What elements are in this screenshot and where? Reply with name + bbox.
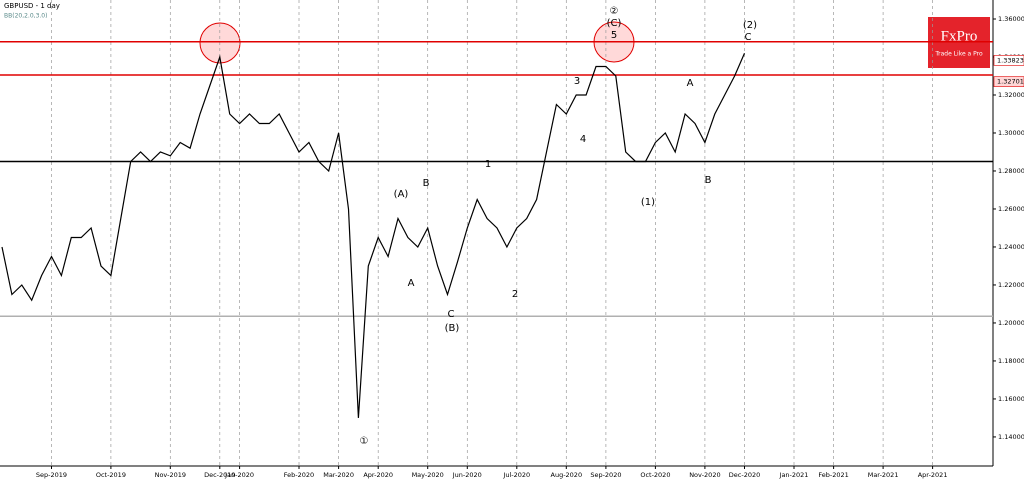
x-tick-label: Nov-2020 (689, 471, 720, 479)
y-tick-label: 1.28000 (998, 167, 1024, 175)
x-tick-label: Jul-2020 (502, 471, 530, 479)
wave-label: (2) (743, 20, 757, 31)
x-tick-label: Aug-2020 (551, 471, 583, 479)
wave-label: (B) (445, 323, 460, 334)
wave-label: (C) (607, 18, 622, 29)
wave-label: ① (360, 436, 369, 447)
x-tick-label: Apr-2020 (363, 471, 393, 479)
wave-label: ② (610, 6, 619, 17)
wave-label: 5 (611, 30, 617, 41)
price-line (1, 52, 746, 418)
x-tick-label: May-2020 (412, 471, 444, 479)
x-tick-label: Dec-2019 (204, 471, 235, 479)
wave-label: A (687, 78, 694, 89)
y-tick-label: 1.22000 (998, 281, 1024, 289)
y-tick-label: 1.20000 (998, 319, 1024, 327)
logo-brand: FxPro (941, 28, 978, 44)
logo-tagline: Trade Like a Pro (934, 51, 983, 58)
y-tick-label: 1.36000 (998, 15, 1024, 23)
wave-label: 2 (512, 289, 518, 300)
x-tick-label: Jun-2020 (452, 471, 482, 479)
y-tick-label: 1.18000 (998, 357, 1024, 365)
price-marker (993, 76, 1024, 87)
price-marker (993, 55, 1024, 66)
x-tick-label: Feb-2020 (284, 471, 314, 479)
wave-label: B (705, 175, 712, 186)
y-tick-label: 1.16000 (998, 395, 1024, 403)
wave-label: (A) (394, 189, 409, 200)
price-marker-label: 1.32701 (997, 78, 1024, 86)
y-tick-label: 1.26000 (998, 205, 1024, 213)
x-tick-label: Apr-2021 (918, 471, 948, 479)
x-tick-label: Jan-2020 (224, 471, 254, 479)
y-tick-label: 1.32000 (998, 91, 1024, 99)
wave-label: C (448, 309, 455, 320)
price-marker-label: 1.33823 (997, 56, 1024, 64)
wave-label: 1 (485, 159, 491, 170)
indicator-label: BB(20,2.0,3.0) (4, 13, 47, 20)
x-tick-label: Mar-2020 (323, 471, 354, 479)
x-tick-label: Dec-2020 (729, 471, 760, 479)
wave-label: C (745, 32, 752, 43)
y-tick-label: 1.24000 (998, 243, 1024, 251)
wave-label: 3 (574, 76, 580, 87)
wave-label: (1) (641, 197, 655, 208)
x-tick-label: Jan-2021 (779, 471, 809, 479)
x-tick-label: Sep-2020 (590, 471, 621, 479)
x-tick-label: Oct-2019 (96, 471, 126, 479)
x-tick-label: Sep-2019 (36, 471, 67, 479)
x-tick-label: Nov-2019 (155, 471, 186, 479)
wave-label: A (408, 278, 415, 289)
x-tick-label: Oct-2020 (640, 471, 670, 479)
x-tick-label: Mar-2021 (868, 471, 899, 479)
y-tick-label: 1.14000 (998, 433, 1024, 441)
chart-title: GBPUSD - 1 day (4, 2, 60, 10)
wave-label: B (423, 178, 430, 189)
y-tick-label: 1.30000 (998, 129, 1024, 137)
wave-label: 4 (580, 134, 586, 145)
x-tick-label: Feb-2021 (818, 471, 848, 479)
